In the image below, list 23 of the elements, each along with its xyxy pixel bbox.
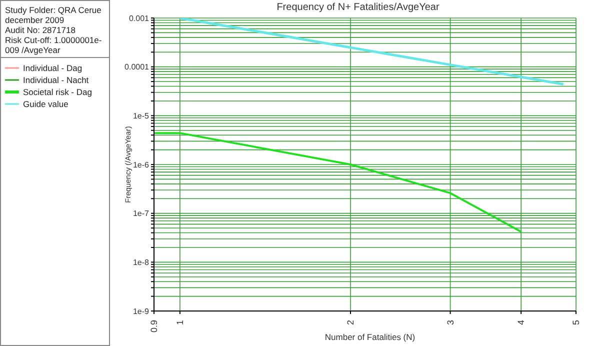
text: december 2009	[5, 15, 66, 25]
legend-label: Individual - Nacht	[23, 74, 89, 86]
y-tick-label: 1e-5	[132, 112, 150, 121]
text: Audit No: 2871718	[5, 25, 76, 35]
x-tick-label: 4	[516, 320, 526, 326]
y-tick-label: 1e-7	[132, 209, 150, 218]
x-tick-label: 2	[346, 320, 356, 326]
chart-title: Frequency of N+ Fatalities/AvgeYear	[276, 2, 440, 13]
y-tick-label: 0.001	[128, 14, 150, 23]
legend-label: Guide value	[23, 98, 68, 110]
y-tick-label: 0.0001	[124, 62, 150, 72]
x-axis-title: Number of Fatalities (N)	[324, 332, 416, 342]
y-tick-label: 1e-8	[132, 258, 150, 268]
x-tick-label: 3	[445, 320, 456, 326]
text: Risk Cut-off: 1.0000001e-009 /AvgeYear	[5, 35, 103, 55]
legend-label: Societal risk - Dag	[23, 86, 92, 98]
x-tick-label: 0.9	[149, 320, 159, 333]
text: Study Folder: QRA Cerue	[5, 5, 102, 15]
x-tick-label: 1	[174, 320, 185, 326]
x-tick-label: 5	[571, 320, 581, 326]
y-tick-label: 1e-9	[132, 306, 150, 316]
y-tick-label: 1e-6	[132, 160, 150, 170]
legend-label: Individual - Dag	[23, 62, 82, 74]
